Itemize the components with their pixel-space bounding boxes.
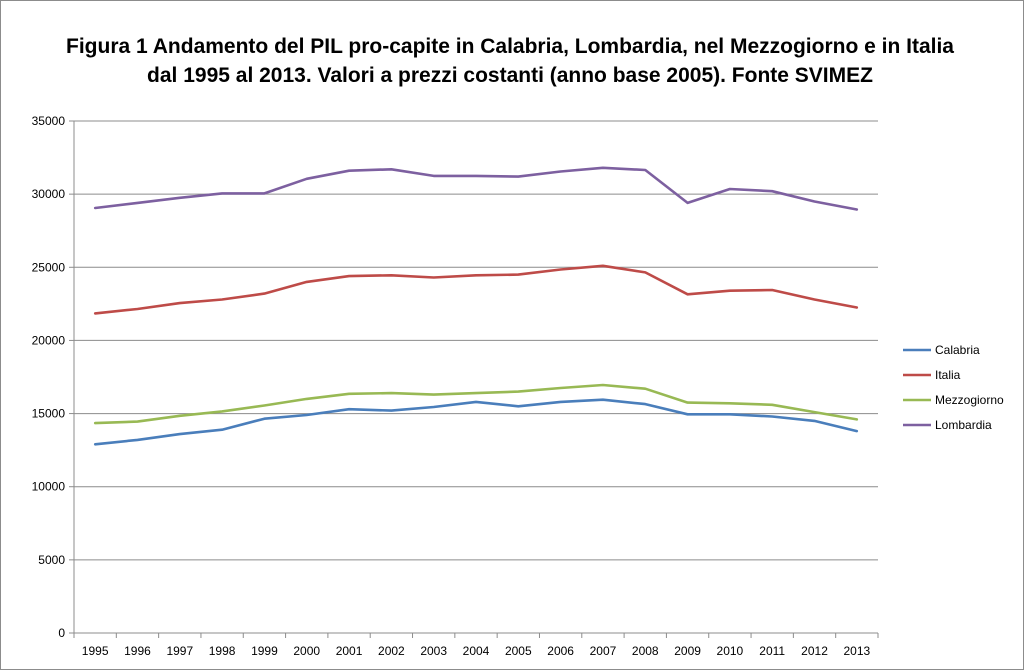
x-tick-label-1997: 1997 — [166, 644, 193, 658]
y-tick-label-5000: 5000 — [38, 553, 65, 567]
x-tick-label-2000: 2000 — [293, 644, 320, 658]
x-tick-label-1996: 1996 — [124, 644, 151, 658]
series-line-mezzogiorno — [93, 383, 859, 425]
x-tick-label-2007: 2007 — [590, 644, 617, 658]
legend-label-calabria: Calabria — [935, 343, 980, 357]
x-tick-label-2010: 2010 — [717, 644, 744, 658]
x-tick-label-1998: 1998 — [209, 644, 236, 658]
x-tick-label-2006: 2006 — [547, 644, 574, 658]
y-tick-labels: 0 5000 10000 15000 20000 25000 30000 35000 — [32, 114, 66, 640]
legend: Calabria Italia Mezzogiorno Lombardia — [903, 343, 1004, 432]
y-tick-label-20000: 20000 — [32, 333, 66, 347]
x-tick-label-1995: 1995 — [82, 644, 109, 658]
axes — [69, 120, 879, 638]
legend-label-italia: Italia — [935, 368, 961, 382]
y-tick-label-0: 0 — [58, 626, 65, 640]
y-tick-label-25000: 25000 — [32, 260, 66, 274]
x-tick-labels: 1995 1996 1997 1998 1999 2000 2001 2002 2003 2004… — [82, 644, 871, 658]
y-tick-label-10000: 10000 — [32, 480, 66, 494]
x-tick-label-2012: 2012 — [801, 644, 828, 658]
y-tick-label-15000: 15000 — [32, 407, 66, 421]
x-tick-label-2001: 2001 — [336, 644, 363, 658]
legend-label-mezzogiorno: Mezzogiorno — [935, 393, 1004, 407]
x-tick-label-2008: 2008 — [632, 644, 659, 658]
grid-lines — [74, 120, 878, 561]
y-tick-label-30000: 30000 — [32, 187, 66, 201]
chart-title: Figura 1 Andamento del PIL pro-capite in… — [66, 35, 954, 87]
series-line-lombardia — [93, 166, 859, 211]
x-tick-label-2003: 2003 — [420, 644, 447, 658]
series-line-italia — [93, 264, 859, 315]
x-tick-label-2011: 2011 — [759, 644, 785, 658]
legend-label-lombardia: Lombardia — [935, 418, 992, 432]
x-tick-label-2013: 2013 — [843, 644, 870, 658]
x-tick-label-2004: 2004 — [463, 644, 490, 658]
series-line-calabria — [93, 398, 859, 446]
x-tick-label-1999: 1999 — [251, 644, 278, 658]
x-tick-label-2009: 2009 — [674, 644, 701, 658]
x-tick-label-2002: 2002 — [378, 644, 405, 658]
y-tick-label-35000: 35000 — [32, 114, 66, 128]
x-tick-label-2005: 2005 — [505, 644, 532, 658]
series-lines — [93, 166, 859, 446]
